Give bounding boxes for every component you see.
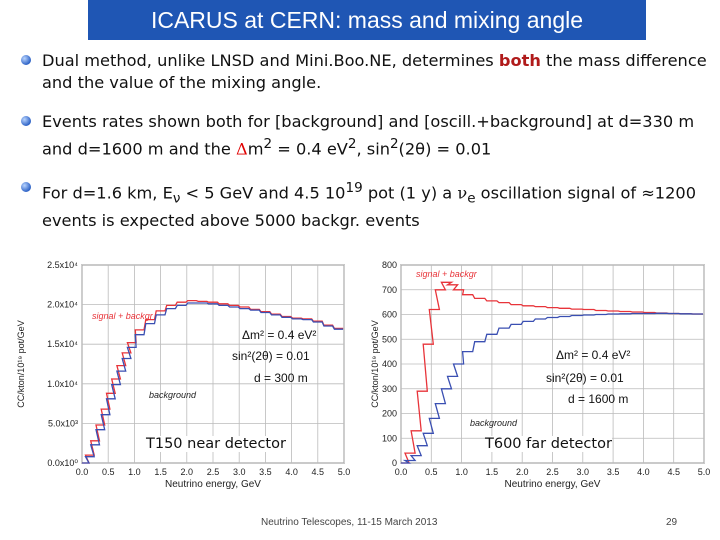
bullet-emphasis: both xyxy=(498,51,541,70)
background-series xyxy=(401,312,703,464)
y-tick-label: 500 xyxy=(382,334,397,344)
y-tick-label: 0 xyxy=(392,458,397,468)
y-tick-label: 600 xyxy=(382,310,397,320)
bullet-text-post: the mass difference and the value of the… xyxy=(42,51,707,92)
x-tick-label: 2.0 xyxy=(516,467,529,477)
x-tick-label: 2.0 xyxy=(181,467,194,477)
x-axis-label: Neutrino energy, GeV xyxy=(165,479,261,490)
page-number: 29 xyxy=(666,517,678,528)
delta-m-annotation: Δm² = 0.4 eV² xyxy=(242,328,316,342)
x-tick-label: 3.5 xyxy=(607,467,620,477)
subscript: e xyxy=(467,191,476,208)
sin-annotation: sin²(2θ) = 0.01 xyxy=(546,371,624,385)
y-tick-label: 700 xyxy=(382,285,397,295)
superscript: 2 xyxy=(347,136,357,152)
y-tick-label: 2.0x10⁴ xyxy=(47,300,78,310)
x-tick-label: 0.0 xyxy=(395,467,408,477)
superscript: 2 xyxy=(263,136,273,152)
bullet-text-mid: , sin xyxy=(356,139,390,159)
bullet-text-pre: Dual method, unlike LNSD and Mini.Boo.NE… xyxy=(42,51,499,70)
superscript: 19 xyxy=(345,180,363,197)
x-tick-label: 1.0 xyxy=(455,467,468,477)
background-annotation: background xyxy=(149,390,197,400)
background-series xyxy=(82,302,344,464)
x-tick-label: 2.5 xyxy=(207,467,220,477)
bullet-icon xyxy=(21,116,31,126)
bullet-icon xyxy=(21,182,31,193)
bullet-text-post: oscillation signal of ≈1200 events is ex… xyxy=(42,183,696,231)
bullet-text-mid2: pot (1 y) a xyxy=(362,183,458,203)
y-tick-label: 5.0x10³ xyxy=(48,418,78,428)
m-symbol: m xyxy=(247,139,264,159)
x-axis-label: Neutrino energy, GeV xyxy=(505,479,601,490)
y-tick-label: 300 xyxy=(382,384,397,394)
x-tick-label: 3.0 xyxy=(233,467,246,477)
bullet-icon xyxy=(21,55,31,65)
x-tick-label: 5.0 xyxy=(698,467,711,477)
y-tick-label: 1.5x10⁴ xyxy=(47,339,78,349)
signal-annotation: signal + backgr xyxy=(92,311,154,321)
bullet-event-rates: Events rates shown both for [background]… xyxy=(18,111,708,160)
slide-title: ICARUS at CERN: mass and mixing angle xyxy=(88,0,646,40)
y-tick-label: 400 xyxy=(382,359,397,369)
x-tick-label: 4.0 xyxy=(637,467,650,477)
superscript: 2 xyxy=(389,136,399,152)
y-tick-label: 0.0x10⁰ xyxy=(47,458,78,468)
x-tick-label: 0.5 xyxy=(425,467,438,477)
x-tick-label: 3.0 xyxy=(577,467,590,477)
x-tick-label: 5.0 xyxy=(338,467,351,477)
y-tick-label: 100 xyxy=(382,433,397,443)
subscript: ν xyxy=(172,191,181,208)
bullet-dual-method: Dual method, unlike LNSD and Mini.Boo.NE… xyxy=(18,50,708,94)
distance-annotation: d = 1600 m xyxy=(568,392,628,406)
near-detector-caption: T150 near detector xyxy=(146,436,286,452)
bullet-text-pre: For d=1.6 km, E xyxy=(42,183,173,203)
theta-text: (2θ) xyxy=(398,139,432,159)
far-detector-chart: 0.0 0.5 1.0 1.5 2.0 2.5 3.0 3.5 4.0 4.5 5.0 0 100 200… xyxy=(370,260,711,490)
signal-plus-background-series xyxy=(401,281,703,464)
y-axis-label: CC/kton/10¹⁹ pot/GeV xyxy=(370,320,380,407)
bullet-text-pre: Events rates shown both for [background]… xyxy=(42,112,695,159)
distance-annotation: d = 300 m xyxy=(254,371,308,385)
x-tick-label: 1.5 xyxy=(154,467,167,477)
x-tick-label: 2.5 xyxy=(546,467,559,477)
x-tick-label: 4.5 xyxy=(312,467,325,477)
y-tick-label: 1.0x10⁴ xyxy=(47,379,78,389)
y-tick-label: 200 xyxy=(382,409,397,419)
footer-text: Neutrino Telescopes, 11-15 March 2013 xyxy=(261,517,438,528)
bullet-far-detector: For d=1.6 km, Eν < 5 GeV and 4.5 1019 po… xyxy=(18,177,708,232)
delta-m-annotation: Δm² = 0.4 eV² xyxy=(556,348,630,362)
x-tick-label: 0.5 xyxy=(102,467,115,477)
near-detector-chart: 0.0 0.5 1.0 1.5 2.0 2.5 3.0 3.5 4.0 4.5 5.0 0.0x10⁰… xyxy=(16,260,351,490)
bullet-text-eq: = 0.4 eV xyxy=(272,139,348,159)
bullet-list: Dual method, unlike LNSD and Mini.Boo.NE… xyxy=(18,50,708,249)
bullet-text-mid: < 5 GeV and 4.5 10 xyxy=(180,183,346,203)
far-detector-caption: T600 far detector xyxy=(485,436,612,452)
signal-annotation: signal + backgr xyxy=(416,269,478,279)
x-tick-label: 3.5 xyxy=(259,467,272,477)
sin-annotation: sin²(2θ) = 0.01 xyxy=(232,349,310,363)
y-tick-label: 2.5x10⁴ xyxy=(47,260,78,270)
x-tick-label: 0.0 xyxy=(76,467,89,477)
nu-symbol: ν xyxy=(457,183,468,203)
x-tick-label: 4.5 xyxy=(667,467,680,477)
background-annotation: background xyxy=(470,418,518,428)
x-tick-label: 4.0 xyxy=(285,467,298,477)
x-tick-label: 1.5 xyxy=(486,467,499,477)
delta-symbol: Δ xyxy=(236,139,248,159)
y-axis-label: CC/kton/10¹⁹ pot/GeV xyxy=(16,320,26,407)
y-tick-label: 800 xyxy=(382,260,397,270)
x-tick-label: 1.0 xyxy=(128,467,141,477)
bullet-text-post: = 0.01 xyxy=(431,139,492,159)
